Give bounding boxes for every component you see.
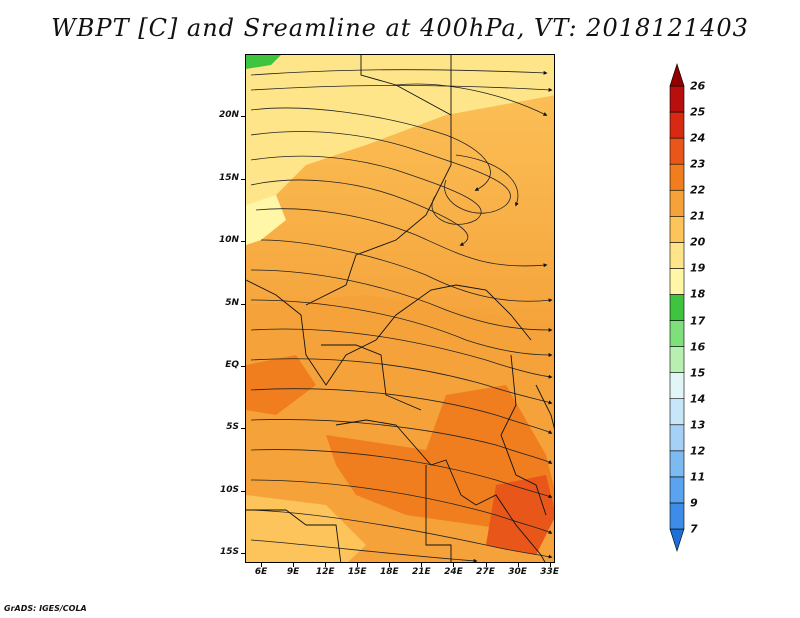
lat-label: 15S bbox=[219, 547, 239, 558]
colorbar-segment bbox=[669, 502, 685, 530]
lon-label: 6E bbox=[254, 567, 268, 577]
colorbar-top-triangle bbox=[669, 63, 685, 87]
wbpt-green-region bbox=[246, 55, 281, 69]
colorbar-segment bbox=[669, 242, 685, 269]
lon-tick bbox=[517, 563, 519, 567]
colorbar-label: 21 bbox=[690, 209, 706, 223]
lat-tick bbox=[241, 428, 245, 430]
colorbar-label: 11 bbox=[690, 470, 706, 484]
lon-label: 30E bbox=[508, 567, 527, 577]
colorbar-segment bbox=[669, 215, 685, 243]
colorbar-segment bbox=[669, 398, 685, 426]
colorbar-segment bbox=[669, 450, 685, 478]
colorbar-svg bbox=[669, 63, 685, 552]
lat-tick bbox=[241, 178, 245, 180]
colorbar-label: 7 bbox=[690, 522, 698, 536]
colorbar-label: 23 bbox=[690, 157, 706, 171]
lat-label: 5N bbox=[225, 297, 239, 308]
colorbar-label: 9 bbox=[690, 496, 698, 510]
lon-tick bbox=[485, 563, 487, 567]
colorbar-label: 17 bbox=[690, 314, 706, 328]
lon-label: 33E bbox=[540, 567, 559, 577]
colorbar-segment bbox=[669, 163, 685, 191]
lat-label: EQ bbox=[225, 359, 239, 370]
colorbar-label: 20 bbox=[690, 235, 706, 249]
colorbar-label: 22 bbox=[690, 183, 706, 197]
map-panel bbox=[245, 54, 555, 563]
colorbar-label: 16 bbox=[690, 340, 706, 354]
colorbar-segment bbox=[669, 85, 685, 113]
colorbar bbox=[669, 63, 685, 552]
colorbar-label: 25 bbox=[690, 105, 706, 119]
colorbar-label: 12 bbox=[690, 444, 706, 458]
colorbar-label: 14 bbox=[690, 392, 706, 406]
colorbar-label: 24 bbox=[690, 131, 706, 145]
lon-tick bbox=[453, 563, 455, 567]
grads-credit: GrADS: IGES/COLA bbox=[4, 604, 87, 613]
colorbar-label: 15 bbox=[690, 366, 706, 380]
lat-label: 20N bbox=[218, 110, 239, 121]
wbpt-19-region bbox=[246, 195, 286, 245]
lat-tick bbox=[241, 490, 245, 492]
lon-label: 24E bbox=[444, 567, 463, 577]
colorbar-segment bbox=[669, 424, 685, 452]
lat-tick bbox=[241, 116, 245, 118]
lat-label: 15N bbox=[218, 172, 239, 183]
lat-label: 10S bbox=[219, 484, 239, 495]
colorbar-segment bbox=[669, 268, 685, 295]
colorbar-bottom-triangle bbox=[669, 528, 685, 552]
country-borders bbox=[246, 55, 554, 562]
colorbar-segment bbox=[669, 346, 685, 373]
lon-tick bbox=[325, 563, 327, 567]
colorbar-label: 19 bbox=[690, 261, 706, 275]
lon-tick bbox=[261, 563, 263, 567]
lon-tick bbox=[549, 563, 551, 567]
colorbar-segment bbox=[669, 189, 685, 217]
lon-tick bbox=[421, 563, 423, 567]
colorbar-segment bbox=[669, 137, 685, 165]
lon-label: 9E bbox=[286, 567, 300, 577]
colorbar-label: 18 bbox=[690, 287, 706, 301]
map-canvas bbox=[246, 55, 554, 562]
wbpt-23-region bbox=[486, 475, 554, 555]
lat-tick bbox=[241, 303, 245, 305]
colorbar-segment bbox=[669, 320, 685, 347]
lon-label: 18E bbox=[379, 567, 399, 577]
wbpt-20-region bbox=[246, 55, 554, 235]
lon-label: 15E bbox=[347, 567, 367, 577]
colorbar-segment bbox=[669, 476, 685, 504]
lat-label: 5S bbox=[226, 422, 239, 433]
colorbar-segment bbox=[669, 111, 685, 139]
colorbar-label: 13 bbox=[690, 418, 706, 432]
lat-tick bbox=[241, 241, 245, 243]
lon-label: 27E bbox=[476, 567, 495, 577]
colorbar-segment bbox=[669, 294, 685, 321]
lon-tick bbox=[357, 563, 359, 567]
lon-label: 12E bbox=[315, 567, 335, 577]
wbpt-22-region-west bbox=[246, 355, 316, 415]
chart-title: WBPT [C] and Sreamline at 400hPa, VT: 20… bbox=[51, 14, 749, 42]
streamlines bbox=[250, 69, 553, 562]
lat-tick bbox=[241, 365, 245, 367]
colorbar-segment bbox=[669, 372, 685, 400]
lat-label: 10N bbox=[218, 235, 239, 246]
colorbar-label: 26 bbox=[690, 79, 706, 93]
lon-tick bbox=[389, 563, 391, 567]
lon-tick bbox=[293, 563, 295, 567]
lon-label: 21E bbox=[412, 567, 431, 577]
lat-tick bbox=[241, 553, 245, 555]
